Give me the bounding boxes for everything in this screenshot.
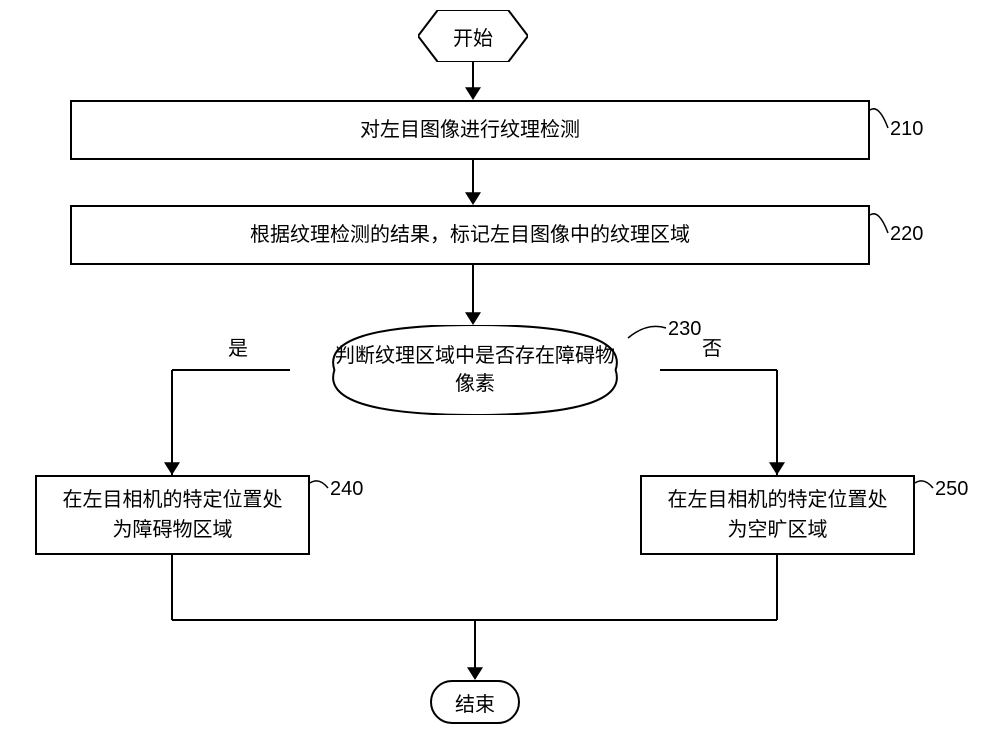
ref-label-220: 220 [890,223,923,246]
edge-label-no: 否 [702,332,722,361]
ref-label-210: 210 [890,118,923,141]
start-hexagon: 开始 [418,10,528,62]
ref-label-230: 230 [668,318,701,341]
node-label: 开始 [418,10,528,62]
node-label: 在左目相机的特定位置处为空旷区域 [662,485,893,545]
decision-n230: 判断纹理区域中是否存在障碍物像素 [290,325,660,415]
node-label: 对左目图像进行纹理检测 [360,115,580,145]
process-n220: 根据纹理检测的结果，标记左目图像中的纹理区域 [70,205,870,265]
process-n240: 在左目相机的特定位置处为障碍物区域 [35,475,310,555]
ref-label-250: 250 [935,478,968,501]
node-label: 在左目相机的特定位置处为障碍物区域 [57,485,288,545]
ref-label-240: 240 [330,478,363,501]
node-label: 结束 [455,688,495,717]
flowchart-canvas: 开始对左目图像进行纹理检测 210 根据纹理检测的结果，标记左目图像中的纹理区域 22… [0,0,1000,739]
process-n210: 对左目图像进行纹理检测 [70,100,870,160]
edge-label-yes: 是 [228,332,248,361]
process-n250: 在左目相机的特定位置处为空旷区域 [640,475,915,555]
node-label: 根据纹理检测的结果，标记左目图像中的纹理区域 [250,220,690,250]
terminator-end: 结束 [430,680,520,724]
node-label: 判断纹理区域中是否存在障碍物像素 [290,325,660,415]
